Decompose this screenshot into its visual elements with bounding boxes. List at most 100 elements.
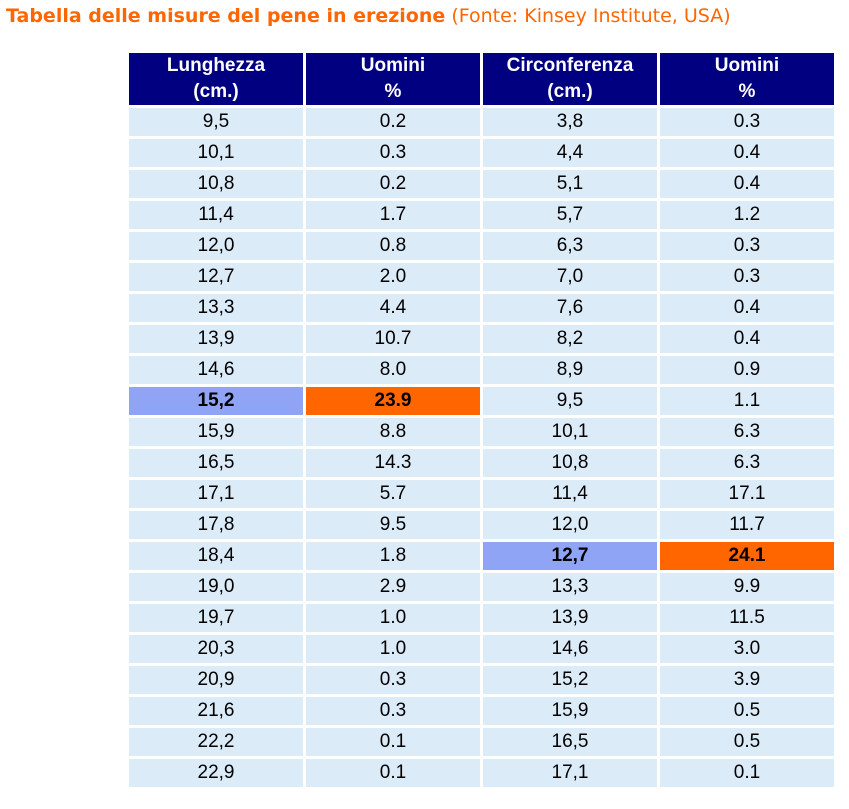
length-cell: 22,9 (129, 759, 303, 787)
circumference-cell: 13,9 (483, 604, 657, 632)
length-cell: 17,8 (129, 511, 303, 539)
circumference-cell: 8,2 (483, 325, 657, 353)
circumference-cell: 7,6 (483, 294, 657, 322)
circumference-cell: 11,4 (483, 480, 657, 508)
table-row: 20,9 0.3 15,2 3.9 (129, 666, 834, 694)
table-row: 16,5 14.3 10,8 6.3 (129, 449, 834, 477)
table-row: 13,9 10.7 8,2 0.4 (129, 325, 834, 353)
table-row: 11,4 1.7 5,7 1.2 (129, 201, 834, 229)
length-cell: 10,1 (129, 139, 303, 167)
men-percent-cell: 8.8 (306, 418, 480, 446)
table-row: 19,0 2.9 13,3 9.9 (129, 573, 834, 601)
men-percent-cell: 3.0 (660, 635, 834, 663)
men-percent-cell: 1.0 (306, 635, 480, 663)
length-cell: 15,2 (129, 387, 303, 415)
length-cell: 9,5 (129, 108, 303, 136)
header-men-percent-circumference: Uomini% (660, 53, 834, 105)
men-percent-cell: 10.7 (306, 325, 480, 353)
men-percent-cell: 0.2 (306, 108, 480, 136)
circumference-cell: 5,7 (483, 201, 657, 229)
circumference-cell: 5,1 (483, 170, 657, 198)
men-percent-cell: 1.1 (660, 387, 834, 415)
table-row: 12,0 0.8 6,3 0.3 (129, 232, 834, 260)
men-percent-cell: 0.3 (306, 666, 480, 694)
men-percent-cell: 11.7 (660, 511, 834, 539)
length-cell: 14,6 (129, 356, 303, 384)
circumference-cell: 6,3 (483, 232, 657, 260)
men-percent-cell: 0.9 (660, 356, 834, 384)
table-row: 17,8 9.5 12,0 11.7 (129, 511, 834, 539)
men-percent-cell: 17.1 (660, 480, 834, 508)
men-percent-cell: 24.1 (660, 542, 834, 570)
men-percent-cell: 0.3 (660, 232, 834, 260)
length-cell: 13,9 (129, 325, 303, 353)
length-cell: 16,5 (129, 449, 303, 477)
men-percent-cell: 6.3 (660, 449, 834, 477)
men-percent-cell: 6.3 (660, 418, 834, 446)
length-cell: 19,0 (129, 573, 303, 601)
men-percent-cell: 0.1 (306, 728, 480, 756)
title-text: Tabella delle misure del pene in erezion… (6, 5, 446, 27)
length-cell: 20,9 (129, 666, 303, 694)
table-row: 21,6 0.3 15,9 0.5 (129, 697, 834, 725)
length-cell: 22,2 (129, 728, 303, 756)
length-cell: 18,4 (129, 542, 303, 570)
length-cell: 12,7 (129, 263, 303, 291)
men-percent-cell: 0.2 (306, 170, 480, 198)
men-percent-cell: 1.2 (660, 201, 834, 229)
men-percent-cell: 8.0 (306, 356, 480, 384)
men-percent-cell: 0.4 (660, 325, 834, 353)
table-row: 18,4 1.8 12,7 24.1 (129, 542, 834, 570)
circumference-cell: 12,7 (483, 542, 657, 570)
length-cell: 10,8 (129, 170, 303, 198)
header-circumference: Circonferenza (cm.) (483, 53, 657, 105)
men-percent-cell: 1.8 (306, 542, 480, 570)
men-percent-cell: 0.5 (660, 697, 834, 725)
circumference-cell: 17,1 (483, 759, 657, 787)
length-cell: 17,1 (129, 480, 303, 508)
table-row: 10,8 0.2 5,1 0.4 (129, 170, 834, 198)
men-percent-cell: 3.9 (660, 666, 834, 694)
length-cell: 13,3 (129, 294, 303, 322)
header-men-percent-length: Uomini% (306, 53, 480, 105)
circumference-cell: 16,5 (483, 728, 657, 756)
men-percent-cell: 9.9 (660, 573, 834, 601)
men-percent-cell: 2.9 (306, 573, 480, 601)
header-length: Lunghezza (cm.) (129, 53, 303, 105)
title-source: (Fonte: Kinsey Institute, USA) (451, 5, 731, 27)
table-row: 10,1 0.3 4,4 0.4 (129, 139, 834, 167)
circumference-cell: 15,9 (483, 697, 657, 725)
table-row: 20,3 1.0 14,6 3.0 (129, 635, 834, 663)
circumference-cell: 7,0 (483, 263, 657, 291)
men-percent-cell: 0.3 (306, 697, 480, 725)
length-cell: 19,7 (129, 604, 303, 632)
men-percent-cell: 0.4 (660, 170, 834, 198)
circumference-cell: 14,6 (483, 635, 657, 663)
length-cell: 11,4 (129, 201, 303, 229)
table-row: 13,3 4.4 7,6 0.4 (129, 294, 834, 322)
table-row: 12,7 2.0 7,0 0.3 (129, 263, 834, 291)
men-percent-cell: 0.3 (306, 139, 480, 167)
men-percent-cell: 4.4 (306, 294, 480, 322)
table-row: 19,7 1.0 13,9 11.5 (129, 604, 834, 632)
men-percent-cell: 5.7 (306, 480, 480, 508)
men-percent-cell: 1.7 (306, 201, 480, 229)
circumference-cell: 15,2 (483, 666, 657, 694)
table-row: 22,9 0.1 17,1 0.1 (129, 759, 834, 787)
table-header-row: Lunghezza (cm.) Uomini% Circonferenza (cm.… (129, 53, 834, 105)
men-percent-cell: 0.8 (306, 232, 480, 260)
men-percent-cell: 14.3 (306, 449, 480, 477)
table-row: 9,5 0.2 3,8 0.3 (129, 108, 834, 136)
table-row: 17,1 5.7 11,4 17.1 (129, 480, 834, 508)
circumference-cell: 9,5 (483, 387, 657, 415)
table-row: 14,6 8.0 8,9 0.9 (129, 356, 834, 384)
circumference-cell: 4,4 (483, 139, 657, 167)
length-cell: 20,3 (129, 635, 303, 663)
length-cell: 12,0 (129, 232, 303, 260)
length-cell: 15,9 (129, 418, 303, 446)
circumference-cell: 13,3 (483, 573, 657, 601)
men-percent-cell: 0.1 (306, 759, 480, 787)
men-percent-cell: 0.5 (660, 728, 834, 756)
circumference-cell: 10,8 (483, 449, 657, 477)
men-percent-cell: 1.0 (306, 604, 480, 632)
